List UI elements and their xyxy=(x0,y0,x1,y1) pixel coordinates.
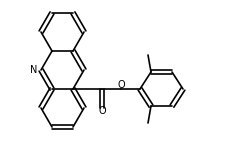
Text: O: O xyxy=(117,80,125,90)
Text: N: N xyxy=(30,65,38,75)
Text: O: O xyxy=(98,106,106,116)
